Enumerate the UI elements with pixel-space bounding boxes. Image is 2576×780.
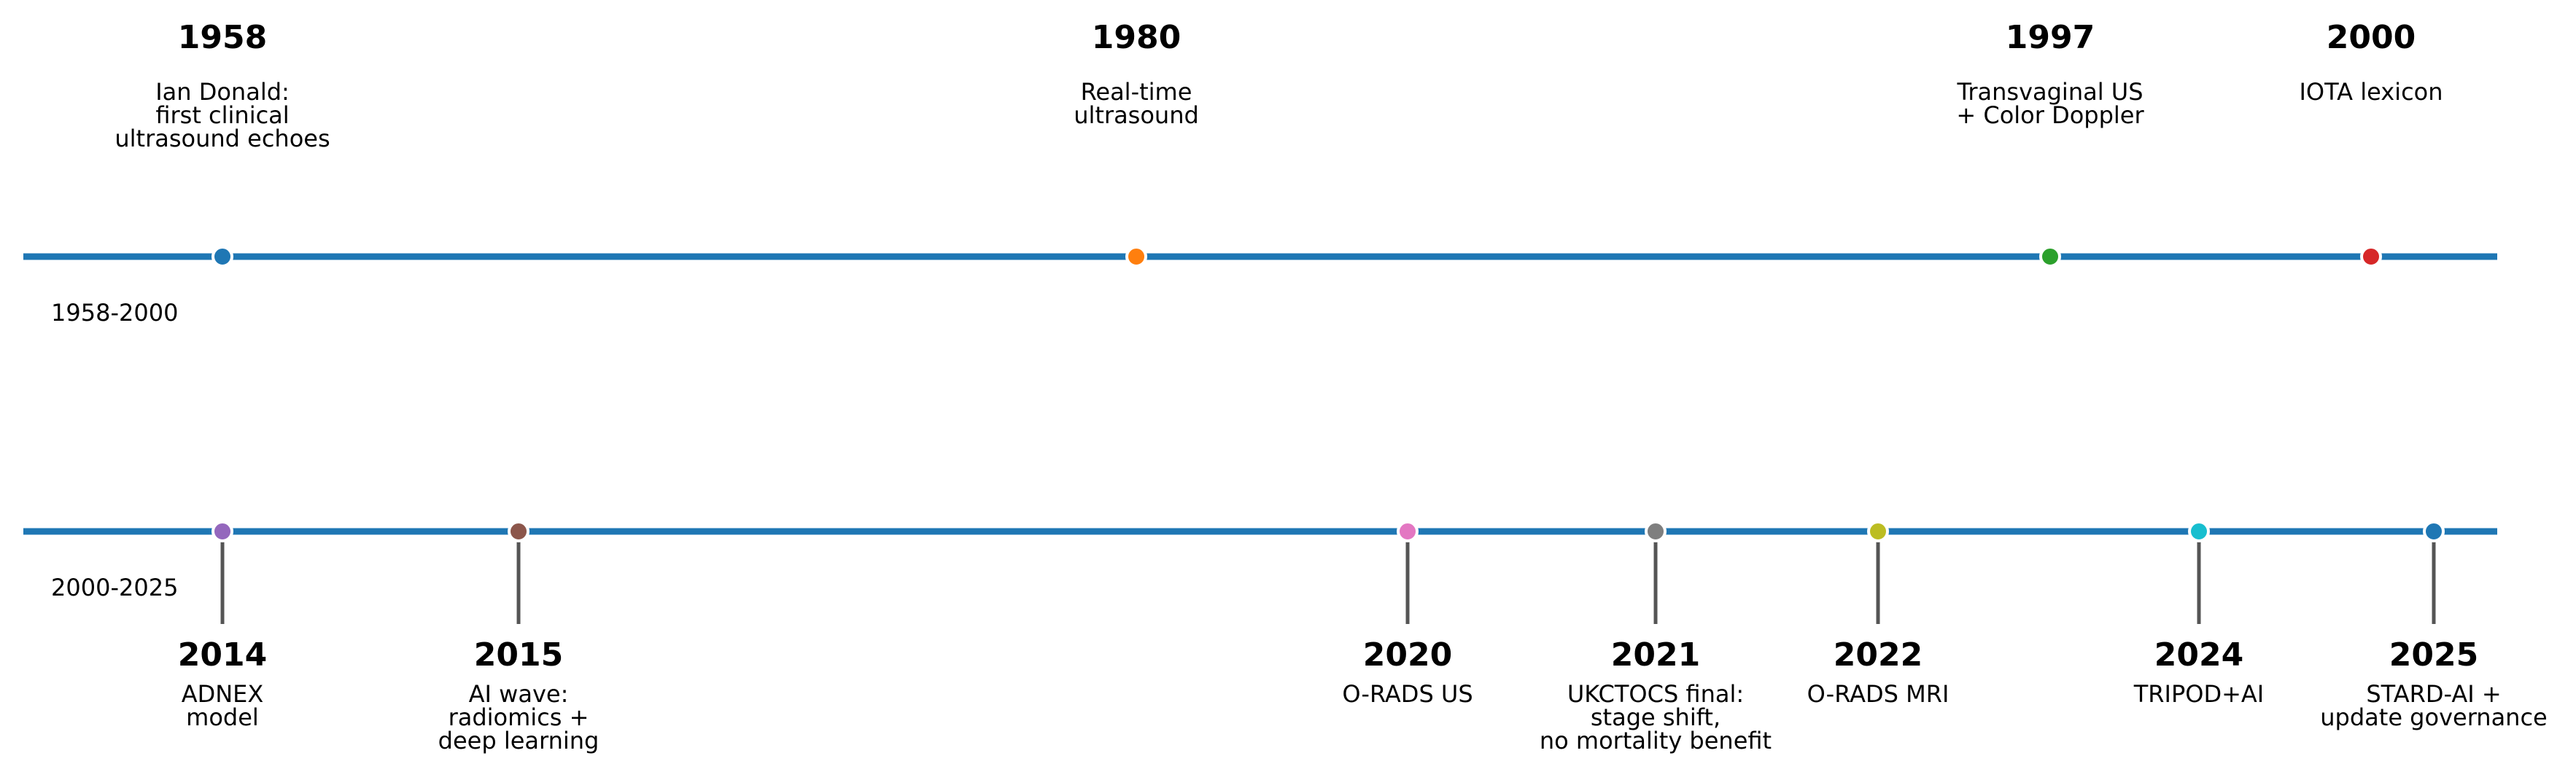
event-year: 1980 <box>1092 19 1181 56</box>
event-year: 1958 <box>178 19 267 56</box>
event-year: 2020 <box>1363 636 1452 674</box>
event-description-line: AI wave: <box>469 680 569 708</box>
timeline-event-2024: 2024 TRIPOD+AI <box>2133 520 2264 708</box>
timeline-event-2000: 2000 IOTA lexicon <box>2299 19 2443 268</box>
event-year: 2014 <box>178 636 267 674</box>
event-description-line: O-RADS US <box>1342 680 1473 708</box>
event-year: 2021 <box>1611 636 1700 674</box>
event-description-line: ultrasound <box>1074 101 1199 129</box>
event-description-line: Real-time <box>1081 78 1192 106</box>
timeline-event-1997: 1997 Transvaginal US+ Color Doppler <box>1956 19 2144 268</box>
event-description-line: + Color Doppler <box>1956 101 2144 129</box>
event-description-line: Transvaginal US <box>1957 78 2144 106</box>
event-year: 2022 <box>1834 636 1923 674</box>
event-description-line: stage shift, <box>1591 703 1720 731</box>
period-label: 2000-2025 <box>51 574 178 601</box>
event-year: 2025 <box>2389 636 2478 674</box>
event-description-line: no mortality benefit <box>1540 727 1772 754</box>
event-description-line: O-RADS MRI <box>1807 680 1950 708</box>
timeline-event-2021: 2021 UKCTOCS final:stage shift,no mortali… <box>1540 520 1772 754</box>
event-marker <box>1397 520 1419 542</box>
event-marker <box>2360 246 2382 268</box>
event-description-line: model <box>186 703 259 731</box>
event-marker <box>1867 520 1889 542</box>
timeline-event-2022: 2022 O-RADS MRI <box>1807 520 1950 708</box>
event-marker <box>508 520 529 542</box>
event-description-line: UKCTOCS final: <box>1567 680 1744 708</box>
timeline-event-2025: 2025 STARD-AI +update governance <box>2320 520 2548 731</box>
event-year: 2024 <box>2154 636 2243 674</box>
event-marker <box>1645 520 1667 542</box>
timeline-event-2015: 2015 AI wave:radiomics +deep learning <box>438 520 600 754</box>
event-marker <box>2423 520 2445 542</box>
event-description-line: radiomics + <box>449 703 589 731</box>
event-description-line: TRIPOD+AI <box>2133 680 2264 708</box>
event-description-line: STARD-AI + <box>2366 680 2501 708</box>
event-description-line: ADNEX <box>182 680 264 708</box>
event-marker <box>2188 520 2210 542</box>
event-marker <box>212 246 233 268</box>
timeline-event-1958: 1958 Ian Donald:first clinicalultrasound … <box>115 19 330 268</box>
period-label: 1958-2000 <box>51 299 178 327</box>
event-description-line: Ian Donald: <box>155 78 290 106</box>
event-marker <box>2039 246 2061 268</box>
event-description-line: ultrasound echoes <box>115 125 330 152</box>
event-year: 2015 <box>474 636 563 674</box>
event-description-line: update governance <box>2320 703 2547 731</box>
timeline-event-2020: 2020 O-RADS US <box>1342 520 1473 708</box>
event-marker <box>1125 246 1147 268</box>
event-marker <box>212 520 233 542</box>
event-description-line: first clinical <box>155 101 289 129</box>
event-year: 1997 <box>2006 19 2095 56</box>
event-description-line: deep learning <box>438 727 600 754</box>
event-description-line: IOTA lexicon <box>2299 78 2443 106</box>
event-year: 2000 <box>2327 19 2416 56</box>
